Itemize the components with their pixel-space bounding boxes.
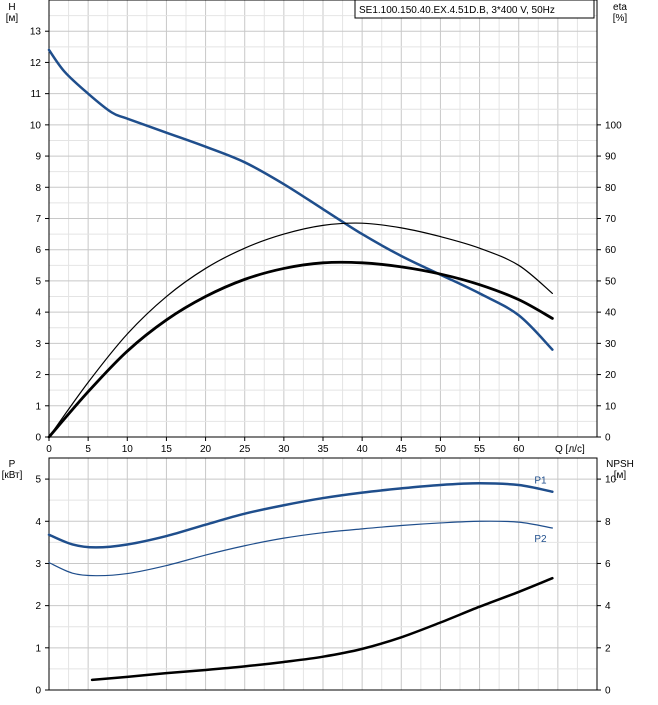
y-left-tick-label: 3 [35,339,41,350]
y-left-tick-label: 1 [35,643,41,654]
chart-title: SE1.100.150.40.EX.4.51D.B, 3*400 V, 50Hz [359,5,555,16]
y-left-tick-label: 5 [35,276,41,287]
y-left-tick-label: 5 [35,475,41,486]
y-right-tick-label: 50 [605,276,617,287]
y-right-tick-label: 70 [605,214,617,225]
series-line-0-0 [47,48,554,351]
x-tick-label: 10 [122,444,134,455]
power-npsh-panel: 0 1 2 3 4 5 0 2 4 6 8 10 P [кВт] NPSH [м] P1 P2 [2,457,634,697]
plot-frame [48,457,598,691]
y-right-axis-title: NPSH [м] [606,459,634,481]
y-right-tick-label: 6 [605,559,611,570]
y-left-axis-title: H [м] [6,2,19,24]
y-right-tick-label: 90 [605,152,617,163]
series-line-0-1 [48,222,553,438]
y-left-tick-label: 2 [35,370,41,381]
x-tick-label: 0 [46,444,52,455]
y-right-axis-title: eta [%] [613,2,628,24]
y-left-tick-label: 13 [30,27,42,38]
grid [48,457,598,691]
y-right-tick-label: 100 [605,120,622,131]
y-right-tick-label: 80 [605,183,617,194]
y-left-tick-label: 8 [35,183,41,194]
y-right-tick-label: 0 [605,433,611,444]
y-right-tick-label: 10 [605,475,617,486]
y-left-tick-label: 10 [30,120,42,131]
y-left-tick-label: 1 [35,401,41,412]
y-left-tick-label: 4 [35,517,41,528]
series-label-p1: P1 [534,476,547,487]
series-line-0-2 [47,260,554,439]
x-tick-label: 20 [200,444,212,455]
y-left-tick-label: 9 [35,152,41,163]
series-line-1-2 [90,576,554,682]
y-right-tick-label: 20 [605,370,617,381]
y-left-tick-label: 3 [35,559,41,570]
y-left-tick-label: 2 [35,601,41,612]
x-tick-label: 30 [278,444,290,455]
x-tick-label: 50 [435,444,447,455]
chart-title-box [354,0,595,19]
y-left-tick-label: 7 [35,214,41,225]
x-tick-label: 60 [513,444,525,455]
x-tick-label: 40 [357,444,369,455]
series-line-1-1 [48,520,553,577]
x-tick-label: 15 [161,444,173,455]
y-right-tick-label: 8 [605,517,611,528]
y-left-tick-label: 6 [35,245,41,256]
series-label-p2: P2 [534,534,547,545]
y-right-tick-label: 40 [605,308,617,319]
y-right-tick-label: 10 [605,401,617,412]
x-tick-label: 25 [239,444,251,455]
y-right-tick-label: 0 [605,686,611,697]
y-left-tick-label: 11 [31,89,42,100]
x-tick-label: 5 [85,444,91,455]
x-tick-label: 55 [474,444,486,455]
x-tick-label: 35 [317,444,329,455]
grid [48,0,598,438]
series-line-1-0 [47,482,554,549]
y-left-tick-label: 12 [30,58,42,69]
x-axis-label: Q [л/с] [555,444,585,455]
y-right-tick-label: 4 [605,601,611,612]
y-left-axis-title: P [кВт] [2,459,23,481]
x-tick-label: 45 [396,444,408,455]
head-efficiency-panel: 0123456789101112130102030405060708090100… [6,0,628,455]
y-left-tick-label: 0 [35,686,41,697]
y-left-tick-label: 4 [35,308,41,319]
y-right-tick-label: 2 [605,643,611,654]
y-left-tick-label: 0 [35,433,41,444]
y-right-tick-label: 30 [605,339,617,350]
y-right-tick-label: 60 [605,245,617,256]
